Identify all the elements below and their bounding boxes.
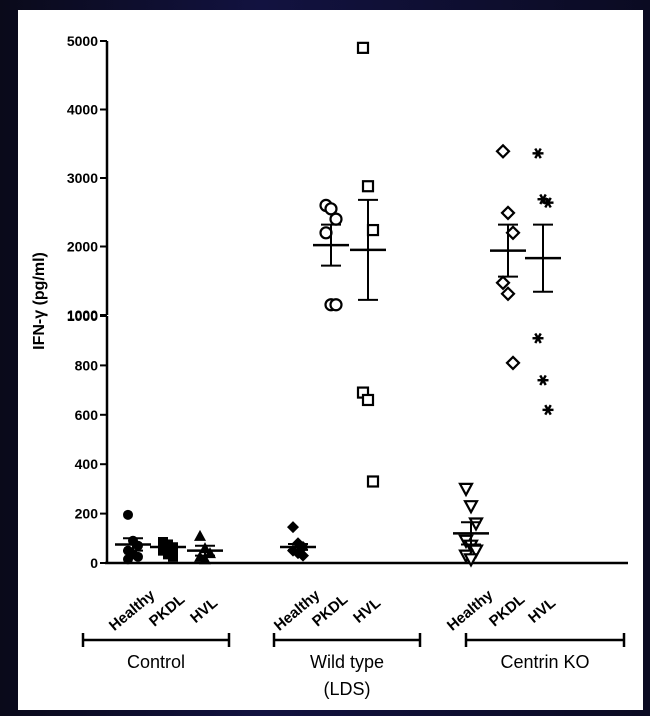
data-point-stroke <box>534 147 542 159</box>
data-point <box>468 517 484 532</box>
data-point <box>329 212 343 226</box>
y-tick-label-lower: 200 <box>75 506 99 522</box>
data-point-stroke <box>539 193 547 205</box>
y-tick-label-lower: 600 <box>75 407 99 423</box>
data-point <box>532 332 544 344</box>
data-point <box>287 521 299 534</box>
data-point <box>123 554 133 565</box>
data-point <box>542 404 554 416</box>
category-label: Healthy <box>106 586 159 634</box>
data-point <box>500 205 516 221</box>
data-point <box>133 551 143 562</box>
data-point <box>168 551 178 562</box>
data-point <box>532 147 544 159</box>
data-point <box>495 275 511 291</box>
y-tick-label-lower: 0 <box>90 555 98 571</box>
y-tick-label-lower: 1000 <box>67 308 98 324</box>
data-point <box>537 374 549 386</box>
data-point <box>356 41 370 54</box>
data-point-stroke <box>544 197 552 209</box>
data-point <box>194 529 206 541</box>
y-tick-label-upper: 3000 <box>67 170 98 186</box>
group-label: Wild type <box>310 652 384 672</box>
category-label: HVL <box>187 594 221 626</box>
y-tick-label-lower: 800 <box>75 357 99 373</box>
data-point-stroke <box>539 374 547 386</box>
data-point <box>199 553 211 565</box>
data-point <box>123 509 133 520</box>
data-point <box>463 553 479 568</box>
data-point <box>495 143 511 159</box>
data-point-stroke <box>544 404 552 416</box>
data-point <box>505 355 521 371</box>
data-point <box>329 298 343 312</box>
data-point <box>463 500 479 515</box>
y-axis-label: IFN-γ (pg/ml) <box>31 252 48 350</box>
data-point <box>319 226 333 240</box>
y-tick-label-upper: 1000 <box>67 307 98 323</box>
group-label: Control <box>127 652 185 672</box>
category-label: HVL <box>350 594 384 626</box>
chart-panel: 0 200 400 600 800 1000 1000 2000 3000 4000 5000 IFN… <box>18 10 643 710</box>
data-point <box>500 286 516 302</box>
group-label: Centrin KO <box>500 652 589 672</box>
data-point <box>324 202 338 216</box>
y-tick-label-upper: 2000 <box>67 239 98 255</box>
data-point <box>366 223 380 237</box>
data-point <box>361 393 375 407</box>
data-point <box>542 197 554 209</box>
y-tick-label-upper: 4000 <box>67 102 98 118</box>
category-label: HVL <box>525 594 559 626</box>
data-point <box>366 475 380 488</box>
data-point-stroke <box>534 332 542 344</box>
category-label: Healthy <box>444 586 497 634</box>
data-point <box>297 549 309 562</box>
data-point <box>468 544 484 559</box>
group-sublabel: (LDS) <box>323 679 370 699</box>
y-tick-label-upper: 5000 <box>67 33 98 49</box>
data-point <box>361 180 375 193</box>
data-point <box>458 482 474 498</box>
y-tick-label-lower: 400 <box>75 456 99 472</box>
ifn-gamma-scatter-chart: 0200400600800100010002000300040005000IFN… <box>31 33 628 699</box>
